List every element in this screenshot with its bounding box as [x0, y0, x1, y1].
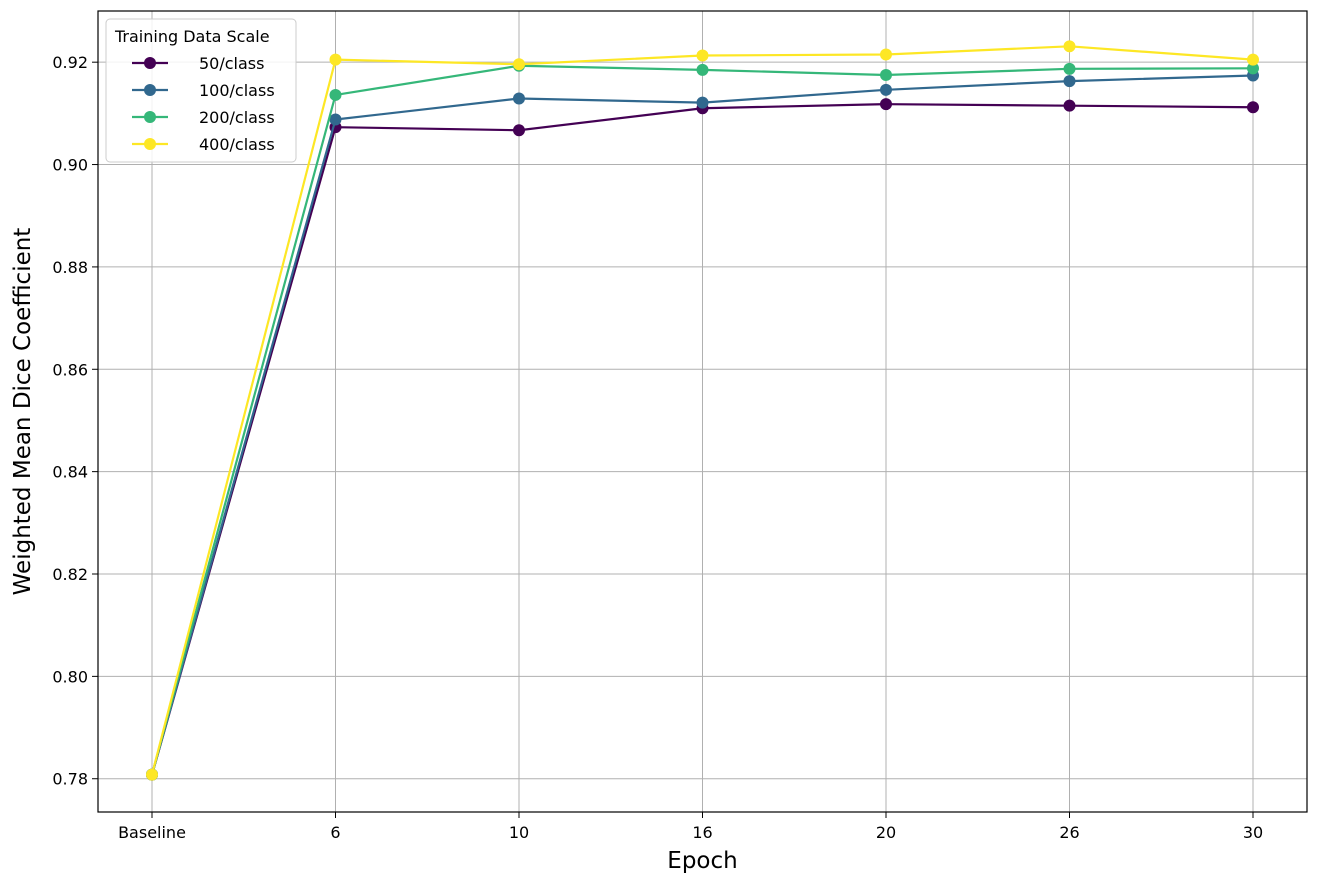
x-tick-label: 20	[876, 823, 896, 842]
data-point	[696, 96, 709, 109]
series-layer	[146, 40, 1259, 781]
data-point	[329, 88, 342, 101]
series-100-per-class	[146, 69, 1259, 781]
legend-marker	[144, 84, 156, 96]
legend-marker	[144, 111, 156, 123]
y-tick-label: 0.82	[52, 565, 88, 584]
series-400-per-class	[146, 40, 1259, 781]
data-point	[1247, 101, 1259, 114]
x-tick-label: 26	[1059, 823, 1079, 842]
data-point	[696, 63, 709, 76]
legend-entry: 100/class	[132, 81, 275, 100]
data-point	[329, 53, 342, 66]
y-tick-label: 0.92	[52, 53, 88, 72]
x-tick-label: 16	[692, 823, 712, 842]
legend-entry: 50/class	[132, 54, 264, 73]
legend-label: 400/class	[199, 135, 275, 154]
legend-title: Training Data Scale	[114, 27, 270, 46]
data-point	[1063, 40, 1076, 53]
data-point	[1247, 62, 1259, 75]
legend-entry: 400/class	[132, 135, 275, 154]
data-point	[696, 49, 709, 62]
y-tick-label: 0.80	[52, 667, 88, 686]
y-tick-label: 0.88	[52, 258, 88, 277]
x-tick-label: 10	[509, 823, 529, 842]
legend-label: 50/class	[199, 54, 264, 73]
data-point	[329, 113, 342, 126]
data-point	[513, 92, 525, 105]
x-tick-label: 30	[1243, 823, 1263, 842]
x-axis-label: Epoch	[667, 848, 737, 874]
data-point	[880, 68, 892, 81]
data-point	[513, 124, 525, 137]
grid-lines	[98, 11, 1307, 812]
y-tick-label: 0.86	[52, 360, 88, 379]
x-tick-label: 6	[330, 823, 340, 842]
y-tick-label: 0.90	[52, 156, 88, 175]
legend-label: 100/class	[199, 81, 275, 100]
legend-box	[105, 18, 297, 163]
y-tick-label: 0.78	[52, 770, 88, 789]
y-axis-ticks: 0.78 0.80 0.82 0.84 0.86 0.88 0.90 0.92	[52, 53, 98, 789]
data-point	[1063, 62, 1076, 75]
data-point	[513, 58, 525, 71]
legend: Training Data Scale 50/class 100/class 200…	[105, 18, 297, 163]
data-point	[880, 98, 892, 111]
legend-entry: 200/class	[132, 108, 275, 127]
y-tick-label: 0.84	[52, 463, 88, 482]
y-axis-label: Weighted Mean Dice Coefficient	[10, 228, 36, 596]
data-point	[880, 83, 892, 96]
data-point	[1063, 75, 1076, 88]
x-axis-ticks: Baseline 6 10 16 20 26 30	[118, 812, 1263, 842]
data-point	[880, 48, 892, 61]
legend-marker	[144, 57, 156, 69]
data-point	[1247, 53, 1259, 66]
data-point	[1063, 99, 1076, 112]
data-point	[146, 768, 158, 781]
x-tick-label: Baseline	[118, 823, 186, 842]
legend-marker	[144, 138, 156, 150]
legend-label: 200/class	[199, 108, 275, 127]
